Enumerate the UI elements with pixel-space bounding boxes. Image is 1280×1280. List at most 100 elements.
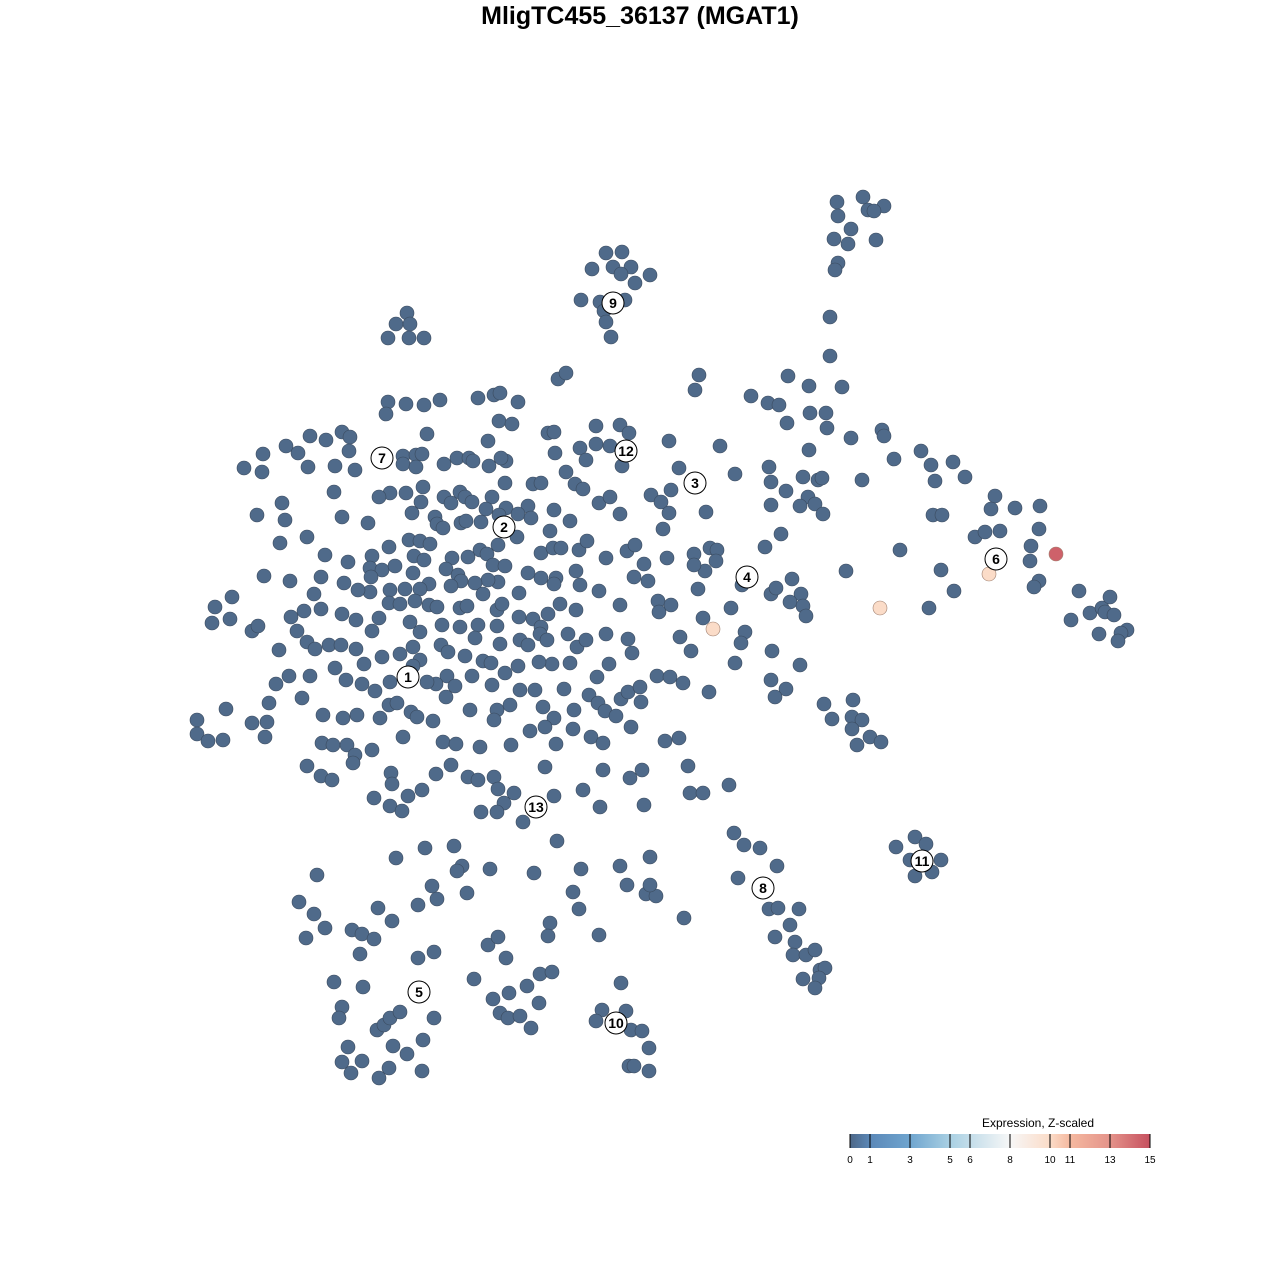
- data-point: [317, 547, 333, 563]
- cluster-label: 5: [407, 980, 431, 1004]
- data-point: [218, 701, 234, 717]
- data-point: [511, 585, 527, 601]
- data-point: [306, 906, 322, 922]
- data-point: [309, 867, 325, 883]
- data-point: [565, 721, 581, 737]
- data-point: [643, 487, 659, 503]
- data-point: [868, 232, 884, 248]
- data-point: [624, 645, 640, 661]
- data-point: [443, 495, 459, 511]
- data-point: [250, 618, 266, 634]
- data-point: [612, 506, 628, 522]
- data-point: [824, 711, 840, 727]
- data-point: [767, 689, 783, 705]
- cluster-label-badge: [614, 439, 638, 463]
- data-point: [634, 1023, 650, 1039]
- data-point: [414, 1063, 430, 1079]
- data-point: [364, 548, 380, 564]
- data-point: [531, 654, 547, 670]
- data-point: [675, 675, 691, 691]
- data-point: [620, 631, 636, 647]
- data-point: [400, 788, 416, 804]
- data-point: [326, 484, 342, 500]
- data-point: [482, 861, 498, 877]
- legend-tick-label: 15: [1144, 1155, 1156, 1166]
- data-point: [844, 721, 860, 737]
- data-point: [983, 501, 999, 517]
- data-point: [502, 697, 518, 713]
- data-point: [291, 894, 307, 910]
- data-point: [568, 602, 584, 618]
- data-point: [816, 696, 832, 712]
- data-point: [282, 573, 298, 589]
- data-point: [439, 668, 455, 684]
- cluster-label: 4: [735, 565, 759, 589]
- cluster-label-badge: [683, 471, 707, 495]
- data-point: [435, 734, 451, 750]
- cluster-label-text: 2: [500, 519, 508, 535]
- data-point: [372, 710, 388, 726]
- data-point: [407, 593, 423, 609]
- data-point: [302, 428, 318, 444]
- data-point: [641, 1063, 657, 1079]
- data-point: [519, 978, 535, 994]
- data-point: [438, 561, 454, 577]
- data-point: [843, 430, 859, 446]
- legend-tick-label: 8: [1007, 1155, 1013, 1166]
- data-point: [416, 330, 432, 346]
- data-point: [491, 413, 507, 429]
- data-point: [422, 536, 438, 552]
- data-point: [782, 594, 798, 610]
- data-point: [486, 712, 502, 728]
- data-point: [493, 450, 509, 466]
- data-point: [661, 433, 677, 449]
- data-point: [588, 1013, 604, 1029]
- data-point: [489, 804, 505, 820]
- data-point: [341, 443, 357, 459]
- data-point: [347, 462, 363, 478]
- cluster-label: 13: [524, 795, 548, 819]
- data-point: [655, 521, 671, 537]
- data-point: [261, 695, 277, 711]
- data-point: [515, 814, 531, 830]
- data-point: [598, 314, 614, 330]
- data-point: [362, 584, 378, 600]
- data-point: [405, 565, 421, 581]
- cluster-label-text: 10: [608, 1015, 624, 1031]
- data-point: [778, 681, 794, 697]
- data-point: [415, 479, 431, 495]
- cluster-label: 11: [910, 849, 934, 873]
- data-point: [608, 708, 624, 724]
- data-point: [927, 473, 943, 489]
- data-point: [388, 850, 404, 866]
- data-point: [771, 397, 787, 413]
- data-point: [497, 665, 513, 681]
- data-point: [690, 581, 706, 597]
- data-point: [533, 475, 549, 491]
- data-point: [429, 599, 445, 615]
- data-point: [458, 513, 474, 529]
- data-point: [782, 917, 798, 933]
- data-point: [290, 445, 306, 461]
- data-point: [385, 1038, 401, 1054]
- data-point: [254, 464, 270, 480]
- data-point: [549, 833, 565, 849]
- data-point: [419, 674, 435, 690]
- data-point: [830, 208, 846, 224]
- data-point: [410, 950, 426, 966]
- cluster-label-badge: [735, 565, 759, 589]
- data-point-expressed: [1048, 546, 1064, 562]
- data-point: [356, 656, 372, 672]
- data-point: [470, 772, 486, 788]
- data-point: [598, 626, 614, 642]
- color-legend: Expression, Z-scaled 0 1 3 5 6 8 10 11 13 15: [847, 1116, 1156, 1166]
- data-point: [633, 694, 649, 710]
- data-point: [627, 275, 643, 291]
- cluster-label: 10: [604, 1011, 628, 1035]
- data-point: [1023, 538, 1039, 554]
- data-point: [763, 672, 779, 688]
- data-point: [414, 446, 430, 462]
- data-point: [695, 785, 711, 801]
- data-point: [189, 712, 205, 728]
- data-point: [888, 839, 904, 855]
